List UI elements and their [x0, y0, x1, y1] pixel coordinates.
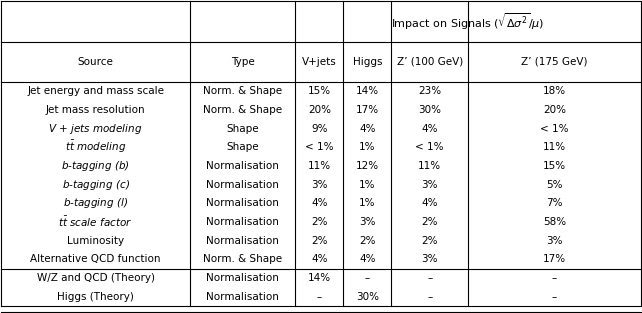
Text: 5%: 5% [546, 180, 562, 190]
Text: 3%: 3% [421, 254, 438, 264]
Text: 14%: 14% [308, 273, 331, 283]
Text: $b$-tagging ($c$): $b$-tagging ($c$) [62, 178, 130, 192]
Text: 20%: 20% [308, 105, 331, 115]
Text: Normalisation: Normalisation [206, 236, 279, 246]
Text: 11%: 11% [542, 142, 566, 152]
Text: Luminosity: Luminosity [67, 236, 125, 246]
Text: 58%: 58% [542, 217, 566, 227]
Text: < 1%: < 1% [415, 142, 444, 152]
Text: $t\bar{t}$ modeling: $t\bar{t}$ modeling [65, 139, 126, 156]
Text: Normalisation: Normalisation [206, 198, 279, 208]
Text: Higgs: Higgs [352, 57, 382, 67]
Text: 1%: 1% [359, 198, 376, 208]
Text: 2%: 2% [421, 236, 438, 246]
Text: Higgs (Theory): Higgs (Theory) [57, 292, 134, 302]
Text: 18%: 18% [542, 86, 566, 96]
Text: 4%: 4% [421, 198, 438, 208]
Text: Alternative QCD function: Alternative QCD function [30, 254, 161, 264]
Text: Type: Type [231, 57, 255, 67]
Text: < 1%: < 1% [540, 124, 569, 134]
Text: 3%: 3% [546, 236, 562, 246]
Text: $b$-tagging ($l$): $b$-tagging ($l$) [63, 196, 128, 210]
Text: 4%: 4% [359, 254, 376, 264]
Text: –: – [551, 273, 557, 283]
Text: Norm. & Shape: Norm. & Shape [203, 254, 282, 264]
Text: Jet energy and mass scale: Jet energy and mass scale [27, 86, 164, 96]
Text: 14%: 14% [356, 86, 379, 96]
Text: –: – [365, 273, 370, 283]
Text: < 1%: < 1% [305, 142, 334, 152]
Text: 3%: 3% [311, 180, 327, 190]
Text: 11%: 11% [418, 161, 441, 171]
Text: Norm. & Shape: Norm. & Shape [203, 86, 282, 96]
Text: 2%: 2% [311, 217, 327, 227]
Text: 23%: 23% [418, 86, 441, 96]
Text: Normalisation: Normalisation [206, 273, 279, 283]
Text: 15%: 15% [542, 161, 566, 171]
Text: Impact on Signals ($\sqrt{\Delta\sigma^2}/\mu$): Impact on Signals ($\sqrt{\Delta\sigma^2… [392, 11, 544, 32]
Text: 20%: 20% [543, 105, 566, 115]
Text: Normalisation: Normalisation [206, 180, 279, 190]
Text: 4%: 4% [311, 198, 327, 208]
Text: W/Z and QCD (Theory): W/Z and QCD (Theory) [37, 273, 155, 283]
Text: Jet mass resolution: Jet mass resolution [46, 105, 146, 115]
Text: 30%: 30% [356, 292, 379, 302]
Text: Z’ (175 GeV): Z’ (175 GeV) [521, 57, 587, 67]
Text: Shape: Shape [227, 124, 259, 134]
Text: 11%: 11% [308, 161, 331, 171]
Text: 3%: 3% [359, 217, 376, 227]
Text: Normalisation: Normalisation [206, 217, 279, 227]
Text: 17%: 17% [542, 254, 566, 264]
Text: Z’ (100 GeV): Z’ (100 GeV) [397, 57, 463, 67]
Text: 17%: 17% [356, 105, 379, 115]
Text: –: – [317, 292, 322, 302]
Text: $V$ + jets modeling: $V$ + jets modeling [49, 122, 143, 136]
Text: –: – [427, 273, 432, 283]
Text: 4%: 4% [421, 124, 438, 134]
Text: V+jets: V+jets [302, 57, 337, 67]
Text: 7%: 7% [546, 198, 562, 208]
Text: 2%: 2% [311, 236, 327, 246]
Text: 2%: 2% [359, 236, 376, 246]
Text: Source: Source [78, 57, 114, 67]
Text: $b$-tagging ($b$): $b$-tagging ($b$) [61, 159, 130, 173]
Text: 3%: 3% [421, 180, 438, 190]
Text: Shape: Shape [227, 142, 259, 152]
Text: 30%: 30% [418, 105, 441, 115]
Text: –: – [427, 292, 432, 302]
Text: –: – [551, 292, 557, 302]
Text: $t\bar{t}$ scale factor: $t\bar{t}$ scale factor [58, 215, 133, 229]
Text: Norm. & Shape: Norm. & Shape [203, 105, 282, 115]
Text: Normalisation: Normalisation [206, 161, 279, 171]
Text: 4%: 4% [359, 124, 376, 134]
Text: 1%: 1% [359, 180, 376, 190]
Text: 12%: 12% [356, 161, 379, 171]
Text: 2%: 2% [421, 217, 438, 227]
Text: 4%: 4% [311, 254, 327, 264]
Text: 1%: 1% [359, 142, 376, 152]
Text: Normalisation: Normalisation [206, 292, 279, 302]
Text: 9%: 9% [311, 124, 327, 134]
Text: 15%: 15% [308, 86, 331, 96]
